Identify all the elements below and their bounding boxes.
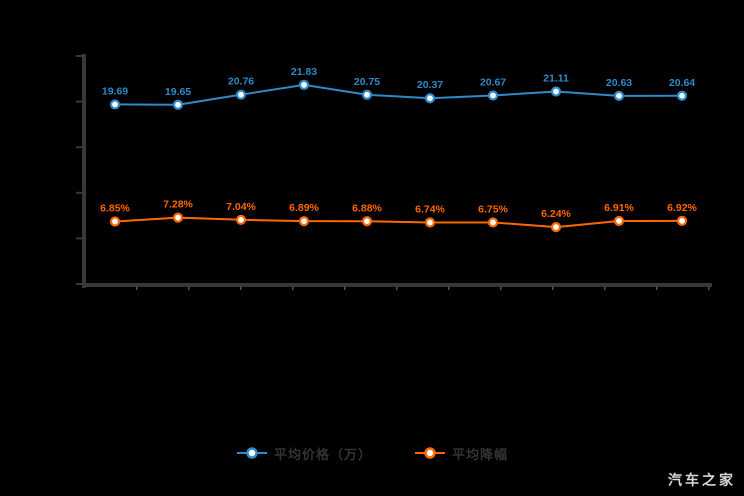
data-point-0-8[interactable] xyxy=(613,90,625,101)
x-axis-tick xyxy=(188,287,190,290)
data-point-1-7[interactable] xyxy=(550,221,562,233)
data-label-0-6: 20.67 xyxy=(480,76,506,88)
data-point-0-9[interactable] xyxy=(676,90,688,101)
x-axis-tick xyxy=(656,287,658,290)
x-axis xyxy=(82,283,712,287)
legend-item-avg-discount[interactable]: 平均降幅 xyxy=(414,444,508,463)
chart-legend: 平均价格（万） 平均降幅 xyxy=(0,438,744,468)
x-axis-tick xyxy=(500,287,502,290)
data-label-1-4: 6.88% xyxy=(352,202,382,214)
y-axis-tick xyxy=(76,283,82,285)
data-point-1-1[interactable] xyxy=(172,212,184,223)
data-point-0-0[interactable] xyxy=(109,99,121,110)
data-point-1-2[interactable] xyxy=(235,214,247,225)
x-axis-tick xyxy=(240,287,242,290)
data-label-1-8: 6.91% xyxy=(604,202,634,214)
y-axis-tick xyxy=(76,100,82,103)
y-axis-tick xyxy=(76,237,82,240)
series-line-1 xyxy=(114,216,683,229)
x-axis-tick xyxy=(344,287,346,290)
data-label-0-2: 20.76 xyxy=(228,76,254,88)
data-label-0-1: 19.65 xyxy=(165,86,191,98)
data-label-0-4: 20.75 xyxy=(354,76,380,88)
x-axis-tick xyxy=(708,287,710,290)
data-label-1-7: 6.24% xyxy=(541,208,571,220)
data-label-1-5: 6.74% xyxy=(415,204,445,216)
data-point-1-3[interactable] xyxy=(298,216,310,227)
data-point-0-5[interactable] xyxy=(424,93,436,104)
data-label-0-5: 20.37 xyxy=(417,79,443,91)
data-point-1-4[interactable] xyxy=(361,216,373,227)
x-axis-tick xyxy=(136,287,138,290)
legend-label-avg-discount: 平均降幅 xyxy=(452,446,509,462)
data-point-1-8[interactable] xyxy=(613,215,625,227)
data-point-1-5[interactable] xyxy=(424,217,436,228)
x-axis-tick xyxy=(292,287,294,290)
x-axis-tick xyxy=(604,287,606,290)
data-label-1-9: 6.92% xyxy=(667,202,697,214)
data-point-1-6[interactable] xyxy=(487,217,499,228)
data-label-0-8: 20.63 xyxy=(606,77,632,89)
chart-area: 19.69 19.65 20.76 21.83 20.75 20.37 20.67 21.11… xyxy=(76,54,712,290)
line-chart-canvas: 19.69 19.65 20.76 21.83 20.75 20.37 20.67 21.11… xyxy=(76,54,712,290)
y-axis-tick xyxy=(76,55,82,57)
x-axis-tick xyxy=(552,287,554,290)
data-label-1-6: 6.75% xyxy=(478,203,508,215)
legend-marker-line-orange-icon xyxy=(415,447,445,459)
data-label-0-7: 21.11 xyxy=(543,72,569,84)
data-label-1-0: 6.85% xyxy=(100,203,130,215)
autohome-watermark: 汽车之家 xyxy=(668,472,736,488)
data-point-0-2[interactable] xyxy=(235,89,247,100)
y-axis xyxy=(82,54,86,288)
data-label-1-2: 7.04% xyxy=(226,201,256,213)
legend-marker-line-blue-icon xyxy=(236,447,267,459)
data-point-0-7[interactable] xyxy=(550,86,562,97)
data-point-1-9[interactable] xyxy=(676,215,688,226)
data-label-1-1: 7.28% xyxy=(163,199,193,211)
y-axis-tick xyxy=(76,146,82,149)
data-point-1-0[interactable] xyxy=(109,216,121,227)
y-axis-tick xyxy=(76,191,82,194)
data-point-0-4[interactable] xyxy=(361,89,373,100)
data-label-0-9: 20.64 xyxy=(669,77,695,89)
data-point-0-3[interactable] xyxy=(298,79,310,91)
data-label-0-0: 19.69 xyxy=(102,85,128,97)
x-axis-tick xyxy=(396,287,398,290)
x-axis-tick xyxy=(448,287,450,290)
series-line-0 xyxy=(114,83,683,106)
data-label-0-3: 21.83 xyxy=(291,66,317,78)
data-label-1-3: 6.89% xyxy=(289,202,319,214)
data-point-0-1[interactable] xyxy=(172,99,184,110)
data-point-0-6[interactable] xyxy=(487,90,499,101)
legend-item-avg-price[interactable]: 平均价格（万） xyxy=(236,444,372,463)
legend-label-avg-price: 平均价格（万） xyxy=(273,446,372,462)
